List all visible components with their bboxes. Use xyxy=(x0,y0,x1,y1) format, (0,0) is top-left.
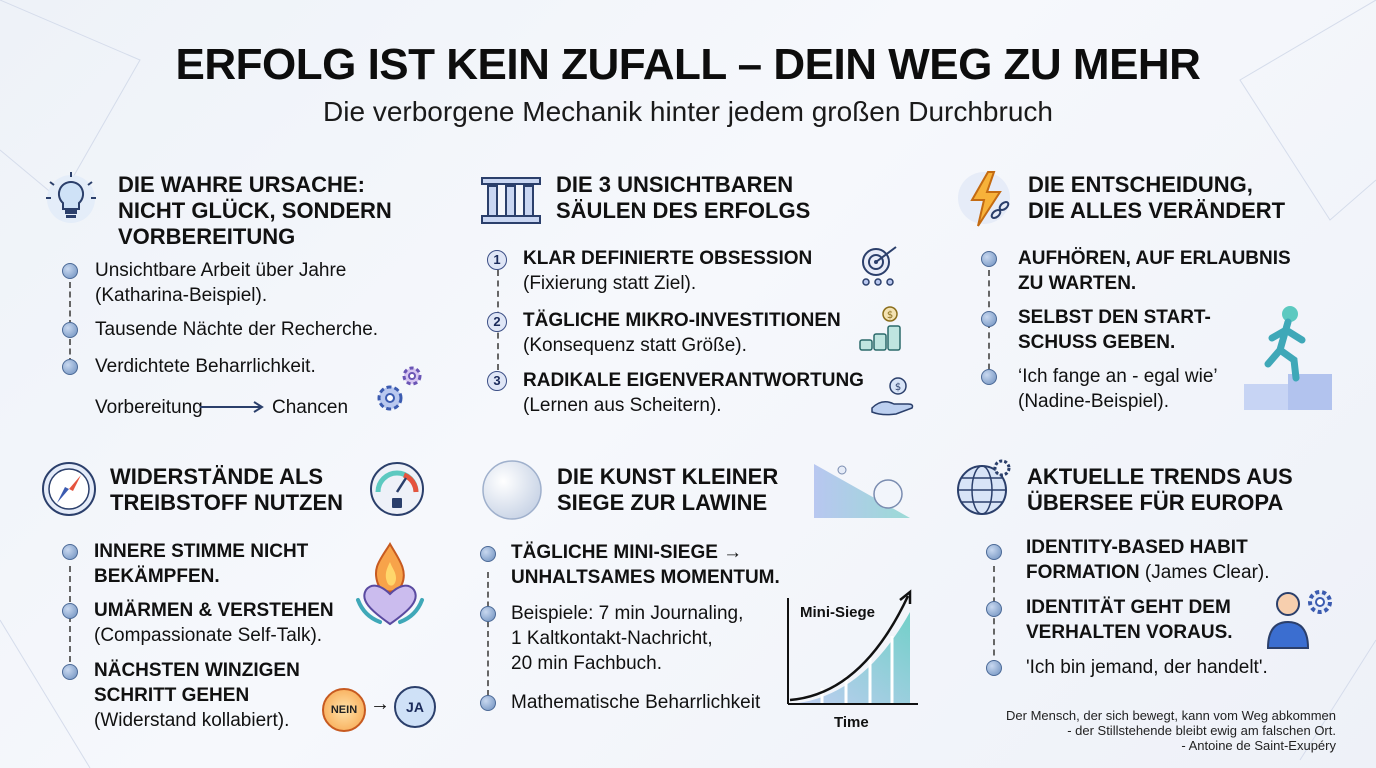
heart-flame-hands-icon xyxy=(356,542,424,626)
bullet-dot xyxy=(986,544,1002,560)
section-title-trends: AKTUELLE TRENDS AUS ÜBERSEE FÜR EUROPA xyxy=(1027,464,1293,515)
page-title: ERFOLG IST KEIN ZUFALL – DEIN WEG ZU MEH… xyxy=(175,40,1201,89)
list-item: Tausende Nächte der Recherche. xyxy=(95,319,379,340)
list-item: NÄCHSTEN WINZIGEN SCHRITT GEHEN (Widerstan… xyxy=(94,660,300,731)
bullet-dot xyxy=(981,311,997,327)
step-number: 2 xyxy=(487,312,507,332)
list-item: Verdichtete Beharrlichkeit. xyxy=(95,356,316,377)
growth-chart-icon xyxy=(787,589,918,705)
bullet-dot xyxy=(62,322,78,338)
list-item: TÄGLICHE MINI-SIEGE → UNHALTSAMES MOMENTU… xyxy=(511,542,780,588)
page-subtitle: Die verborgene Mechanik hinter jedem gro… xyxy=(323,96,1053,127)
gauge-icon xyxy=(370,462,424,516)
list-item: UMÄRMEN & VERSTEHEN (Compassionate Self-T… xyxy=(94,600,334,646)
globe-gear-icon xyxy=(957,459,1011,515)
svg-text:$: $ xyxy=(887,310,893,321)
lightning-chain-icon xyxy=(958,171,1010,227)
chart-xlabel: Time xyxy=(834,714,869,731)
arrow-right-icon: → xyxy=(370,693,390,715)
hand-coin-icon: $ xyxy=(871,377,914,416)
bullet-dot xyxy=(986,660,1002,676)
list-item: Beispiele: 7 min Journaling, 1 Kaltkontak… xyxy=(511,603,744,674)
snowball-icon xyxy=(482,460,542,520)
list-item: INNERE STIMME NICHT BEKÄMPFEN. xyxy=(94,541,309,587)
coins-icon: $ xyxy=(859,306,901,351)
timeline-line xyxy=(487,572,489,696)
bullet-dot xyxy=(986,601,1002,617)
list-item: TÄGLICHE MIKRO-INVESTITIONEN (Konsequenz … xyxy=(523,310,841,356)
list-item: IDENTITÄT GEHT DEM VERHALTEN VORAUS. xyxy=(1026,597,1233,643)
section-title-kunst: DIE KUNST KLEINER SIEGE ZUR LAWINE xyxy=(557,464,779,515)
chart-ylabel: Mini-Siege xyxy=(800,604,876,621)
list-item: SELBST DEN START- SCHUSS GEBEN. xyxy=(1018,307,1211,353)
person-climbing-stairs-icon xyxy=(1244,306,1332,410)
step-number: 1 xyxy=(487,250,507,270)
section-title-ursache: DIE WAHRE URSACHE: NICHT GLÜCK, SONDERN … xyxy=(118,172,392,249)
bullet-dot xyxy=(62,544,78,560)
quote: Der Mensch, der sich bewegt, kann vom We… xyxy=(1006,708,1336,753)
list-item: Mathematische Beharrlichkeit xyxy=(511,692,761,713)
bullet-dot xyxy=(480,606,496,622)
gears-icon xyxy=(377,366,422,411)
bullet-dot xyxy=(62,263,78,279)
list-item: KLAR DEFINIERTE OBSESSION (Fixierung stat… xyxy=(523,248,813,294)
lightbulb-icon xyxy=(46,172,96,223)
list-item: RADIKALE EIGENVERANTWORTUNG (Lernen aus S… xyxy=(523,370,864,416)
bullet-dot xyxy=(480,546,496,562)
step-number: 3 xyxy=(487,371,507,391)
arrow-right-icon xyxy=(200,401,264,413)
bullet-dot xyxy=(62,664,78,680)
list-item: IDENTITY-BASED HABIT FORMATION (James Cl… xyxy=(1026,537,1270,583)
timeline-line xyxy=(69,566,71,672)
nein-badge: NEIN xyxy=(322,688,366,732)
snowball-slope-icon xyxy=(814,464,910,518)
bullet-dot xyxy=(62,359,78,375)
list-item: 'Ich bin jemand, der handelt'. xyxy=(1026,657,1268,678)
svg-text:$: $ xyxy=(895,382,901,393)
list-item: ‘Ich fange an - egal wie’ (Nadine-Beispie… xyxy=(1018,366,1218,412)
ja-badge: JA xyxy=(394,686,436,728)
flow-to: Chancen xyxy=(272,397,349,418)
section-title-entscheidung: DIE ENTSCHEIDUNG, DIE ALLES VERÄNDERT xyxy=(1028,172,1286,223)
bullet-dot xyxy=(981,369,997,385)
list-item: AUFHÖREN, AUF ERLAUBNIS ZU WARTEN. xyxy=(1018,248,1291,294)
bullet-dot xyxy=(981,251,997,267)
compass-icon xyxy=(42,462,96,516)
person-gear-icon xyxy=(1266,590,1332,649)
list-item: Unsichtbare Arbeit über Jahre (Katharina-… xyxy=(95,260,347,306)
section-title-widerstaende: WIDERSTÄNDE ALS TREIBSTOFF NUTZEN xyxy=(110,464,344,515)
section-title-saeulen: DIE 3 UNSICHTBAREN SÄULEN DES ERFOLGS xyxy=(556,172,811,223)
bullet-dot xyxy=(480,695,496,711)
pillars-icon xyxy=(481,177,541,224)
bullet-dot xyxy=(62,603,78,619)
flow-from: Vorbereitung xyxy=(95,397,203,418)
target-people-icon xyxy=(862,246,897,286)
